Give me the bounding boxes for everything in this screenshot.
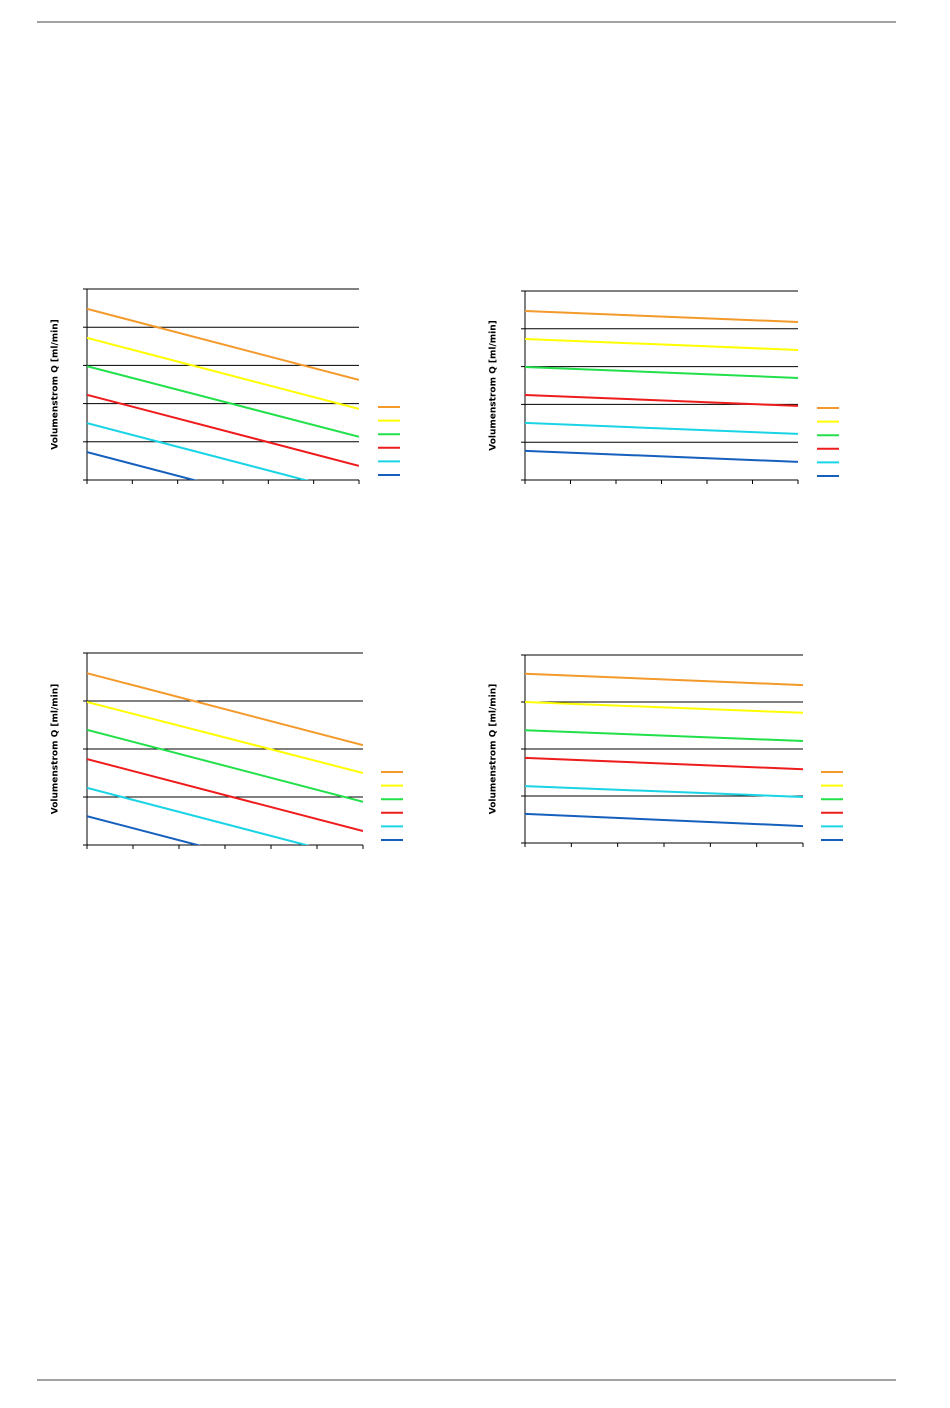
chart: Volumenstrom Q [ml/min]	[489, 290, 839, 484]
series-group	[87, 307, 359, 480]
series-line	[87, 307, 359, 381]
series-line	[525, 756, 803, 771]
series-line	[87, 422, 309, 480]
series-line	[87, 786, 310, 845]
series-line	[87, 672, 363, 747]
series-line	[87, 365, 359, 438]
series-line	[525, 393, 798, 407]
series-line	[87, 451, 198, 480]
series-line	[87, 758, 363, 833]
series-line	[87, 393, 359, 467]
series-line	[87, 728, 363, 803]
y-axis-label: Volumenstrom Q [ml/min]	[489, 684, 499, 814]
y-axis-label: Volumenstrom Q [ml/min]	[51, 684, 61, 814]
series-line	[87, 700, 363, 774]
series-line	[525, 729, 803, 743]
series-line	[525, 365, 798, 379]
series-line	[525, 449, 798, 463]
series-group	[87, 672, 363, 845]
chart: Volumenstrom Q [ml/min]	[489, 654, 843, 847]
series-line	[525, 785, 803, 798]
series-line	[525, 672, 803, 687]
series-line	[525, 421, 798, 435]
y-axis-label: Volumenstrom Q [ml/min]	[51, 319, 61, 449]
series-line	[87, 815, 202, 845]
series-group	[525, 672, 803, 828]
y-axis-label: Volumenstrom Q [ml/min]	[489, 320, 499, 450]
series-line	[525, 310, 798, 323]
series-group	[525, 310, 798, 463]
series-line	[525, 338, 798, 351]
series-line	[525, 812, 803, 828]
chart: Volumenstrom Q [ml/min]	[51, 652, 403, 849]
series-line	[525, 701, 803, 714]
chart: Volumenstrom Q [ml/min]	[51, 288, 400, 484]
series-line	[87, 336, 359, 410]
